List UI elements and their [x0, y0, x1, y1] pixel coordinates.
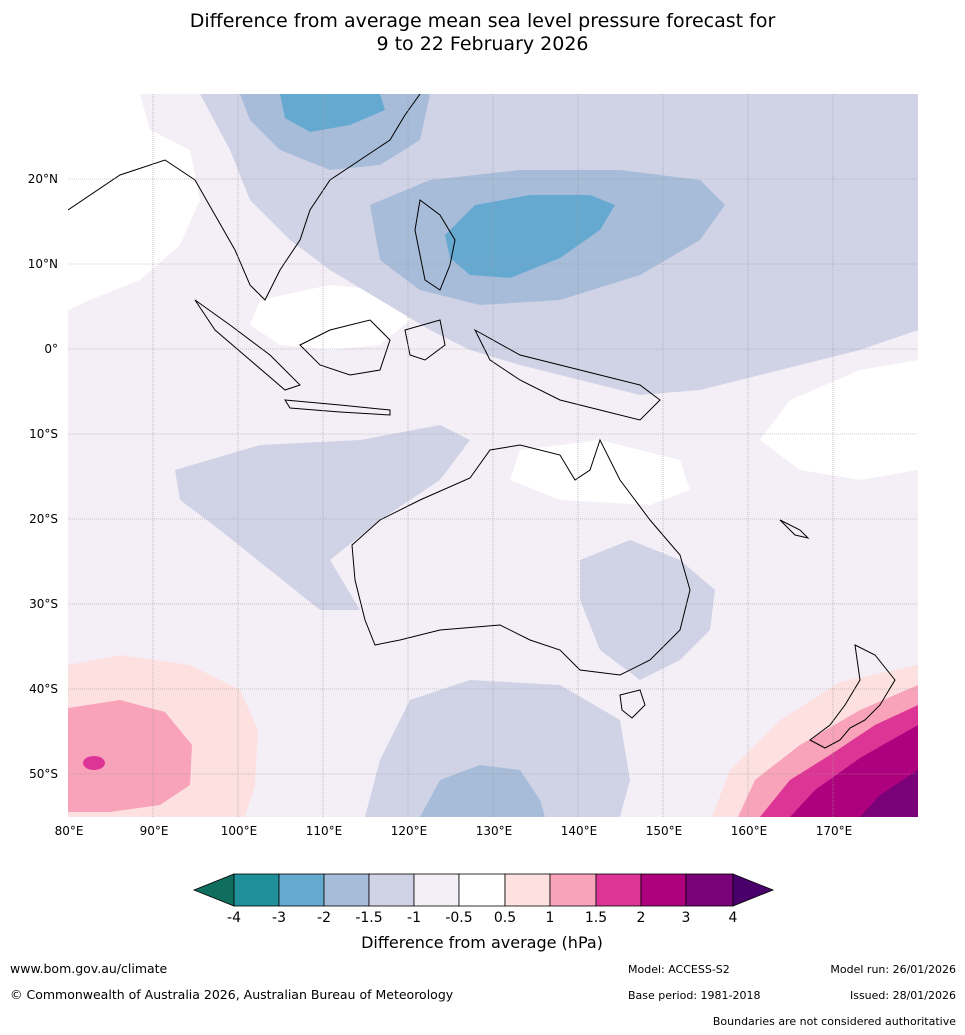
latitude-labels: 20°N 10°N 0° 10°S 20°S 30°S 40°S 50°S	[28, 172, 58, 781]
lon-label: 160°E	[731, 824, 768, 838]
colorbar-tick-label: -1	[407, 910, 421, 926]
title-line-1: Difference from average mean sea level p…	[189, 10, 776, 32]
new-zealand-coastline	[809, 644, 896, 749]
new-guinea-coastline	[473, 328, 661, 421]
colorbar-extend-low	[192, 873, 235, 907]
anomaly-plus3-southeast	[860, 770, 918, 817]
lat-label: 30°S	[29, 597, 58, 611]
coastlines	[68, 94, 896, 749]
model-name: Model: ACCESS-S2	[628, 963, 730, 976]
colorbar-swatch	[549, 873, 597, 907]
colorbar-tick-label: -3	[272, 910, 286, 926]
colorbar-swatch	[640, 873, 687, 907]
anomaly-minus2-philippines	[445, 195, 615, 278]
lat-label: 20°S	[29, 512, 58, 526]
colorbar-swatch	[278, 873, 325, 907]
australia-coastline	[351, 438, 691, 676]
lon-label: 170°E	[816, 824, 853, 838]
graticule	[68, 94, 918, 817]
colorbar-swatch	[368, 873, 415, 907]
pressure-anomaly-field	[68, 94, 918, 817]
colorbar-tick-label: 0.5	[494, 910, 516, 926]
colorbar-tick-label: 1	[546, 910, 555, 926]
colorbar-tick-label: -0.5	[445, 910, 472, 926]
colorbar-swatch	[323, 873, 370, 907]
colorbar-tick-label: 3	[682, 910, 691, 926]
model-run-date: Model run: 26/01/2026	[830, 963, 956, 976]
colorbar-tick-label: 1.5	[585, 910, 607, 926]
anomaly-minus1-southern-ocean	[365, 680, 630, 817]
base-period: Base period: 1981-2018	[628, 989, 761, 1002]
anomaly-minus1p5-southern	[420, 765, 545, 817]
colorbar: -4 -3 -2 -1.5 -1 -0.5 0.5 1 1.5 2 3 4 Di…	[192, 873, 775, 952]
colorbar-swatch	[685, 873, 734, 907]
colorbar-ticks: -4 -3 -2 -1.5 -1 -0.5 0.5 1 1.5 2 3 4	[227, 910, 738, 926]
sumatra-coastline	[194, 299, 301, 391]
lat-label: 50°S	[29, 767, 58, 781]
colorbar-label: Difference from average (hPa)	[361, 933, 603, 952]
map-title: Difference from average mean sea level p…	[0, 10, 965, 56]
neutral-zone-pacific	[760, 360, 918, 480]
boundaries-disclaimer: Boundaries are not considered authoritat…	[712, 1015, 956, 1028]
new-caledonia-coastline	[779, 519, 810, 539]
lon-label: 120°E	[391, 824, 428, 838]
lon-label: 100°E	[221, 824, 258, 838]
colorbar-swatch	[504, 873, 551, 907]
neutral-zone-equatorial	[250, 285, 410, 350]
colorbar-swatch	[595, 873, 642, 907]
lat-label: 10°N	[28, 257, 58, 271]
colorbar-tick-label: -4	[227, 910, 241, 926]
anomaly-minus2-china	[280, 94, 385, 132]
lat-label: 40°S	[29, 682, 58, 696]
colorbar-tick-label: -2	[317, 910, 331, 926]
longitude-labels: 80°E 90°E 100°E 110°E 120°E 130°E 140°E …	[55, 824, 853, 838]
tasmania-coastline	[619, 689, 646, 719]
colorbar-tick-label: 2	[637, 910, 646, 926]
lat-label: 0°	[44, 342, 58, 356]
anomaly-minus1-west-australia	[175, 425, 470, 610]
colorbar-swatch	[413, 873, 460, 907]
colorbar-tick-label: 4	[729, 910, 738, 926]
copyright-text: © Commonwealth of Australia 2026, Austra…	[10, 987, 454, 1002]
title-line-2: 9 to 22 February 2026	[376, 33, 589, 55]
philippines-coastline	[414, 199, 456, 291]
lon-label: 90°E	[140, 824, 169, 838]
neutral-zone-north-australia	[510, 440, 690, 505]
colorbar-swatch	[458, 873, 506, 907]
asia-mainland-coastline	[68, 94, 421, 301]
lon-label: 130°E	[476, 824, 513, 838]
colorbar-tick-label: -1.5	[355, 910, 382, 926]
colorbar-swatch	[233, 873, 280, 907]
lon-label: 80°E	[55, 824, 84, 838]
lat-label: 20°N	[28, 172, 58, 186]
anomaly-plus1-southwest	[68, 700, 192, 812]
anomaly-minus1-east-australia	[580, 540, 715, 680]
colorbar-extend-high	[732, 873, 775, 907]
neutral-zone-indian-north	[68, 94, 200, 310]
sulawesi-coastline	[404, 319, 446, 361]
lat-label: 10°S	[29, 427, 58, 441]
anomaly-plus1p5-southwest	[83, 756, 105, 770]
lon-label: 150°E	[646, 824, 683, 838]
java-coastline	[284, 399, 391, 416]
website-link[interactable]: www.bom.gov.au/climate	[10, 961, 168, 976]
lon-label: 110°E	[306, 824, 343, 838]
borneo-coastline	[299, 319, 391, 376]
issued-date: Issued: 28/01/2026	[849, 989, 956, 1002]
lon-label: 140°E	[561, 824, 598, 838]
